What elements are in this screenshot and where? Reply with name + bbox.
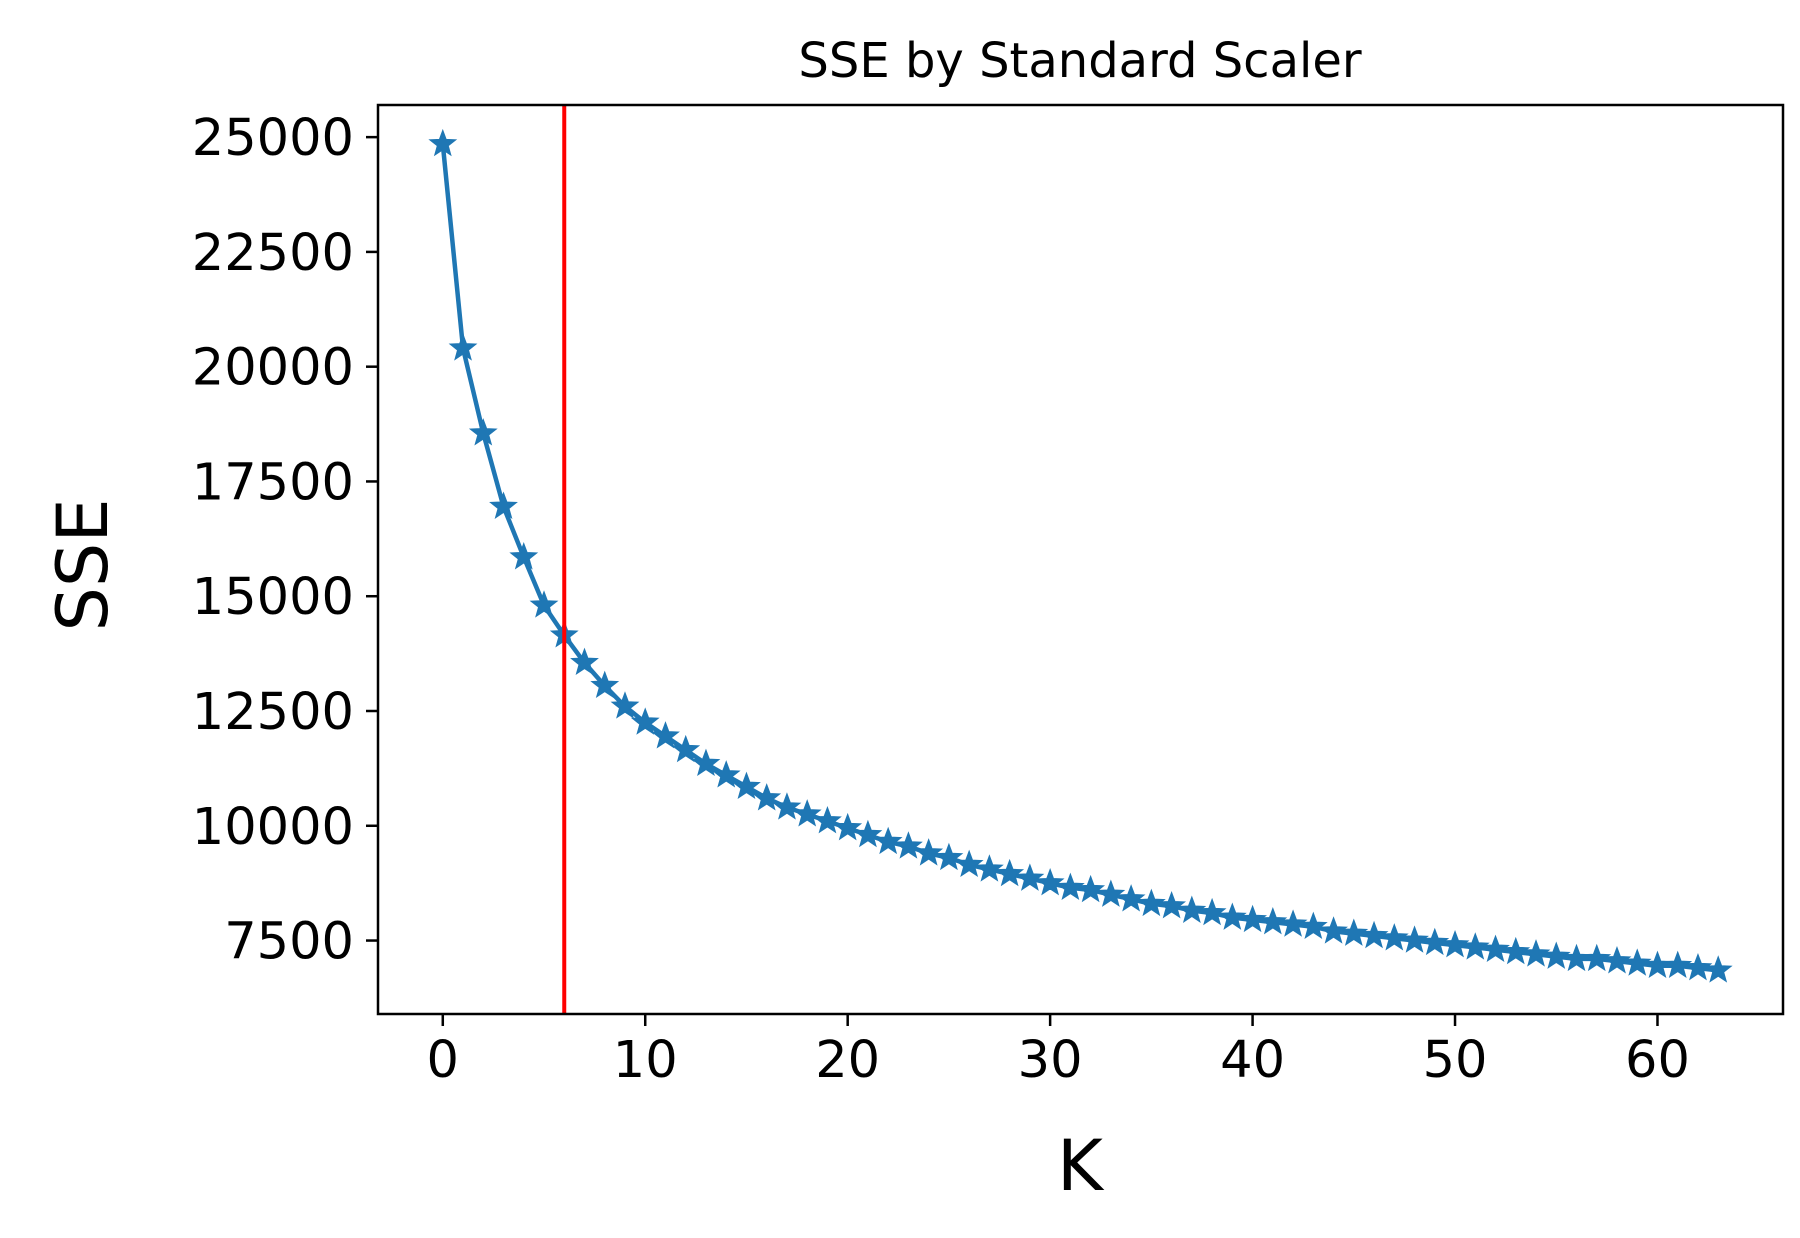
data-point	[1521, 939, 1551, 967]
plot-frame	[376, 103, 1785, 1016]
data-point	[610, 691, 640, 719]
data-point	[1035, 868, 1065, 896]
data-point	[1481, 934, 1510, 962]
data-point	[772, 792, 802, 820]
data-point	[509, 542, 539, 570]
data-point	[529, 590, 559, 618]
data-point	[1217, 902, 1247, 930]
data-point	[570, 647, 599, 676]
y-tick-label: 7500	[224, 913, 354, 972]
data-point	[468, 418, 498, 446]
data-point	[1663, 950, 1693, 979]
y-axis-label: SSE	[42, 498, 124, 631]
y-axis: 7500 10000 12500 15000 17500 20000 22500 25000	[192, 109, 378, 972]
data-point	[792, 799, 822, 827]
data-point	[1258, 907, 1288, 935]
data-point	[833, 812, 863, 841]
data-point	[428, 128, 458, 157]
x-tick-label: 60	[1625, 1031, 1690, 1090]
data-point	[651, 721, 680, 749]
y-tick-label: 15000	[192, 568, 354, 627]
data-point	[1379, 923, 1409, 951]
data-point	[752, 783, 782, 811]
y-tick-label: 12500	[192, 683, 354, 742]
data-point	[489, 491, 518, 519]
data-point	[1562, 943, 1591, 972]
data-point	[974, 854, 1004, 882]
x-axis-label: K	[1057, 1125, 1105, 1207]
data-point	[1096, 879, 1126, 907]
data-point	[1400, 925, 1429, 953]
data-point	[1319, 916, 1348, 944]
data-point	[1359, 920, 1389, 949]
data-point	[1278, 909, 1308, 937]
data-point	[1703, 955, 1733, 983]
data-point	[1622, 948, 1652, 976]
data-point	[448, 333, 478, 361]
x-tick-label: 30	[1018, 1031, 1083, 1090]
data-point	[1339, 918, 1369, 946]
x-tick-label: 20	[815, 1031, 880, 1090]
data-point	[1197, 897, 1227, 926]
x-tick-label: 40	[1220, 1031, 1285, 1090]
data-point	[1116, 884, 1146, 912]
x-tick-label: 10	[613, 1031, 678, 1090]
data-point	[894, 831, 923, 859]
data-point	[1602, 946, 1632, 974]
data-point	[1643, 950, 1672, 979]
y-tick-label: 20000	[192, 339, 354, 398]
data-point	[630, 707, 660, 735]
x-tick-label: 50	[1423, 1031, 1488, 1090]
plot-area	[428, 105, 1733, 1014]
data-point	[1420, 927, 1450, 956]
y-tick-label: 17500	[192, 453, 354, 512]
data-point	[853, 819, 883, 848]
data-point	[1582, 943, 1612, 972]
x-axis: 0 10 20 30 40 50 60	[427, 1014, 1690, 1090]
y-tick-label: 25000	[192, 109, 354, 168]
data-point	[1501, 936, 1531, 965]
data-point	[732, 771, 761, 800]
data-point	[1177, 895, 1207, 923]
y-tick-label: 10000	[192, 798, 354, 857]
data-point	[995, 858, 1025, 887]
data-point	[1460, 932, 1490, 960]
data-point	[691, 748, 721, 777]
data-point	[954, 849, 984, 878]
data-point	[1440, 929, 1470, 958]
series-line	[440, 143, 1719, 973]
x-tick-label: 0	[427, 1031, 459, 1090]
data-point	[1136, 888, 1166, 917]
y-tick-label: 22500	[192, 224, 354, 283]
data-point	[711, 760, 741, 788]
data-point	[1076, 874, 1106, 903]
data-point	[1015, 863, 1045, 891]
data-point	[1298, 911, 1328, 940]
data-point	[671, 734, 701, 763]
data-point	[1683, 952, 1713, 981]
data-point	[1238, 904, 1267, 933]
chart-title: SSE by Standard Scaler	[798, 33, 1361, 89]
data-point	[813, 806, 842, 834]
data-point	[873, 826, 903, 855]
data-point	[1541, 941, 1571, 969]
data-point	[934, 842, 964, 871]
data-point	[1157, 890, 1187, 919]
data-point	[914, 838, 944, 866]
data-point	[590, 670, 620, 699]
data-point	[1055, 872, 1085, 901]
